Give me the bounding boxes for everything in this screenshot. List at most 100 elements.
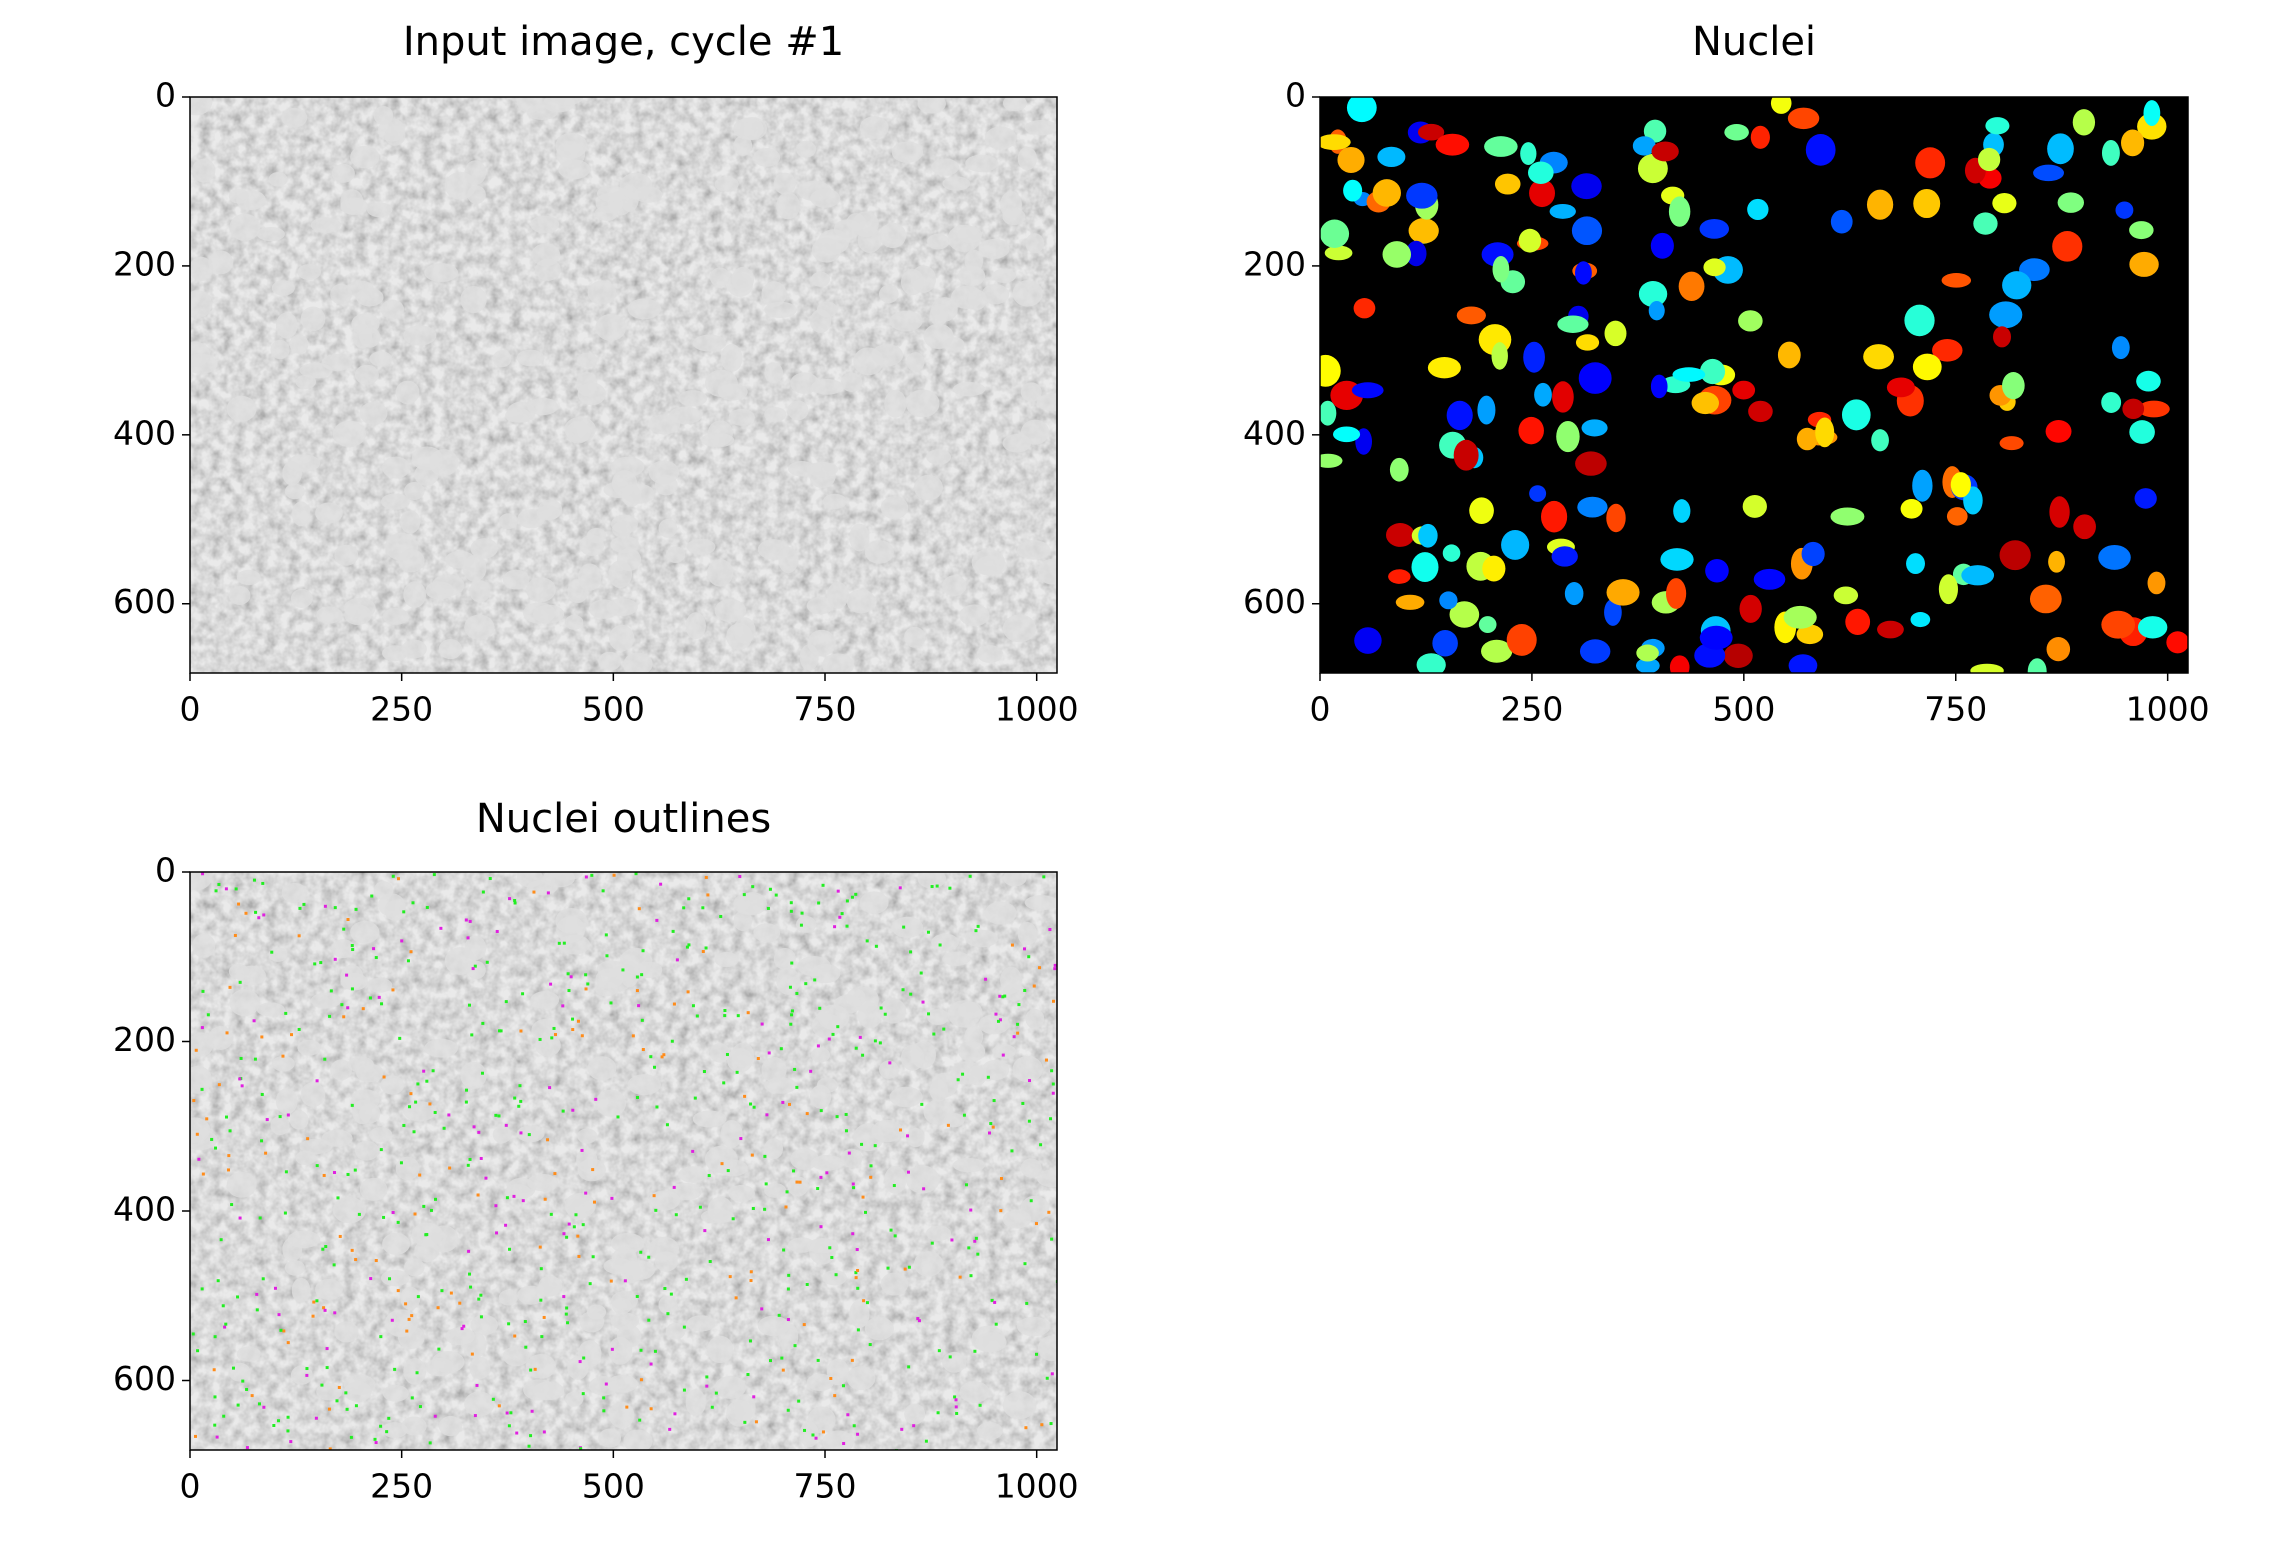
nucleus [1574, 261, 1592, 285]
outline-dot [698, 1205, 702, 1209]
outline-dot [217, 882, 221, 886]
outline-dot [372, 947, 376, 951]
outline-dot [938, 943, 942, 947]
cell [271, 1055, 295, 1072]
outline-dot [999, 1177, 1003, 1181]
cell [943, 337, 965, 352]
outline-dot [760, 1022, 764, 1026]
cell [975, 555, 1007, 576]
outline-dot [888, 1061, 892, 1065]
cell [1024, 895, 1057, 911]
outline-dot [768, 1359, 772, 1363]
outline-dot [900, 1427, 904, 1431]
outline-dot [641, 949, 645, 953]
outline-dot [415, 1371, 419, 1375]
outline-dot [484, 1176, 488, 1180]
outline-dot [253, 1057, 257, 1061]
nucleus [2122, 398, 2145, 420]
subplot-title: Input image, cycle #1 [403, 19, 844, 65]
outline-dot [398, 1036, 402, 1040]
outline-dot [948, 1355, 952, 1359]
x-tick-label: 500 [1712, 690, 1775, 729]
outline-dot [473, 964, 477, 968]
outline-dot [477, 1130, 481, 1134]
outline-dot [635, 989, 639, 993]
outline-dot [344, 1391, 348, 1395]
nucleus [2121, 129, 2145, 157]
cell [359, 327, 381, 348]
outline-dot [554, 1033, 558, 1037]
nucleus [1669, 655, 1690, 673]
outline-dot [468, 1272, 472, 1276]
cell [517, 1285, 545, 1305]
cell [891, 141, 924, 163]
cell [704, 369, 738, 398]
cell [1037, 558, 1057, 585]
outline-dot [422, 1204, 426, 1208]
outline-dot [1023, 988, 1027, 992]
nucleus [1668, 196, 1691, 227]
outline-dot [504, 1223, 508, 1227]
cell [984, 126, 1017, 150]
nucleus [1750, 125, 1770, 149]
outline-dot [811, 1433, 815, 1437]
y-tick-label: 400 [113, 1190, 176, 1229]
cell [904, 1403, 926, 1425]
nucleus [1606, 503, 1626, 533]
outline-dot [333, 1311, 337, 1315]
cell [788, 461, 816, 477]
outline-dot [1053, 967, 1057, 971]
outline-dot [1050, 1372, 1054, 1376]
cell [764, 1077, 797, 1094]
outline-dot [564, 1312, 568, 1316]
outline-dot [640, 1018, 644, 1022]
cell [588, 599, 619, 619]
cell [728, 1184, 755, 1202]
cell [849, 1300, 870, 1329]
cell [291, 501, 311, 527]
outline-dot [1034, 1222, 1038, 1226]
outline-dot [284, 1170, 288, 1174]
outline-dot [255, 1308, 259, 1312]
outline-dot [833, 1394, 837, 1398]
cell [809, 461, 836, 489]
cell [900, 1044, 925, 1071]
cell [228, 1362, 251, 1382]
outline-dot [873, 1144, 877, 1148]
cell [550, 872, 584, 881]
cell [853, 347, 884, 376]
outline-dot [635, 1294, 639, 1298]
outline-dot [584, 875, 588, 879]
outline-dot [521, 992, 525, 996]
cell [359, 1103, 381, 1124]
outline-dot [439, 926, 443, 930]
cell [1000, 191, 1022, 219]
outline-dot [1044, 1058, 1048, 1062]
outline-dot [297, 934, 301, 938]
outline-dot [663, 1286, 667, 1290]
nucleus [1453, 439, 1479, 471]
cell [403, 1358, 427, 1385]
nucleus [1699, 218, 1730, 239]
cell [623, 1429, 653, 1450]
outline-dot [464, 918, 468, 922]
outline-dot [574, 1213, 578, 1217]
outline-dot [798, 1180, 802, 1184]
cell [787, 400, 809, 421]
cell [822, 1430, 855, 1450]
cell [228, 586, 251, 605]
cell [395, 380, 420, 405]
outline-dot [471, 967, 475, 971]
outline-dot [765, 1113, 769, 1117]
cell [857, 1002, 882, 1029]
cell [806, 596, 834, 615]
nucleus [1841, 399, 1871, 431]
nucleus [1501, 529, 1530, 560]
outline-dot [262, 1405, 266, 1409]
outline-dot [774, 893, 778, 897]
cell [516, 872, 544, 888]
cell [841, 372, 863, 393]
cell [992, 1044, 1017, 1059]
cell [879, 1060, 899, 1079]
outline-dot [524, 1345, 528, 1349]
